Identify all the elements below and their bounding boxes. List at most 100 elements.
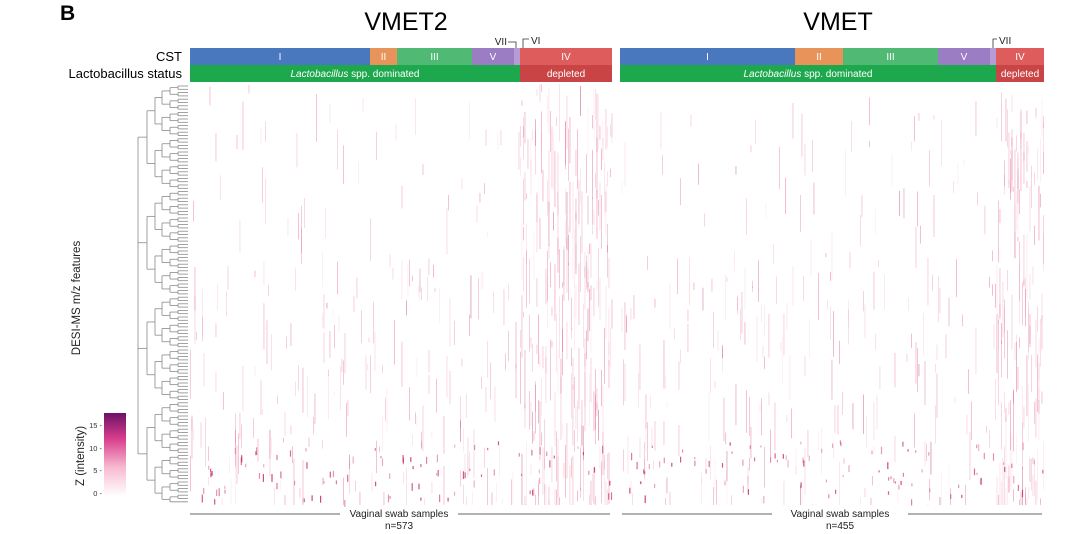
heatmap-streak <box>326 302 328 309</box>
heatmap-streak <box>592 197 593 225</box>
heatmap-streak <box>464 453 466 473</box>
cst-callout-label: VII <box>495 37 507 48</box>
heatmap-streak <box>565 188 566 215</box>
heatmap-streak <box>467 457 469 478</box>
heatmap-streak <box>349 454 350 469</box>
heatmap-streak <box>608 307 610 355</box>
heatmap-streak <box>1022 282 1023 326</box>
heatmap-streak <box>292 446 293 464</box>
heatmap-streak <box>630 307 632 321</box>
heatmap-streak <box>258 473 261 479</box>
heatmap-streak <box>421 441 422 448</box>
heatmap-streak <box>590 303 592 354</box>
heatmap-streak <box>785 177 786 214</box>
heatmap-streak <box>491 492 493 505</box>
heatmap-streak <box>565 444 566 498</box>
heatmap-streak <box>268 285 269 296</box>
heatmap-streak <box>1013 390 1014 452</box>
heatmap-streak <box>737 295 738 315</box>
heatmap-streak <box>770 429 771 463</box>
heatmap-streak <box>227 266 229 290</box>
heatmap-streak <box>729 442 731 446</box>
heatmap-streak <box>368 337 370 343</box>
heatmap-streak <box>1013 489 1014 502</box>
heatmap-streak <box>761 498 762 505</box>
heatmap-streak <box>1019 189 1020 214</box>
heatmap-streak <box>747 467 749 484</box>
heatmap-streak <box>532 343 533 372</box>
heatmap-streak <box>523 227 524 241</box>
heatmap-streak <box>1028 486 1029 500</box>
heatmap-streak <box>407 263 409 296</box>
heatmap-streak <box>605 285 607 339</box>
heatmap-streak <box>481 377 482 389</box>
heatmap-streak <box>337 129 338 170</box>
heatmap-streak <box>295 268 296 291</box>
heatmap-streak <box>449 297 451 347</box>
heatmap-streak <box>870 498 872 505</box>
heatmap-streak <box>556 314 557 373</box>
heatmap-streak <box>556 489 557 505</box>
heatmap-streak <box>1034 459 1035 496</box>
heatmap-streak <box>202 289 203 336</box>
heatmap-streak <box>726 451 728 482</box>
heatmap-streak <box>590 357 592 403</box>
heatmap-streak <box>968 369 969 394</box>
heatmap-streak <box>583 303 584 348</box>
heatmap-streak <box>539 354 541 367</box>
heatmap-streak <box>487 340 488 378</box>
lactobacillus-segment <box>620 65 996 82</box>
heatmap-streak <box>235 467 236 505</box>
heatmap-streak <box>476 206 478 223</box>
panel-letter: B <box>60 2 75 25</box>
heatmap-streak <box>604 161 605 216</box>
heatmap-streak <box>409 259 410 287</box>
heatmap-streak <box>542 447 544 495</box>
heatmap-streak <box>936 373 938 418</box>
heatmap-streak <box>633 295 635 319</box>
heatmap-streak <box>887 491 890 495</box>
heatmap-streak <box>608 360 610 388</box>
heatmap-streak <box>908 297 909 311</box>
heatmap-streak <box>419 268 421 293</box>
heatmap-streak <box>410 457 412 462</box>
heatmap-streak <box>1005 415 1007 479</box>
heatmap-streak <box>578 191 580 228</box>
heatmap-streak <box>574 376 575 408</box>
lactobacillus-segment-label: depleted <box>547 69 585 80</box>
heatmap-streak <box>601 369 602 407</box>
heatmap-streak <box>744 322 746 345</box>
heatmap-streak <box>584 353 586 370</box>
heatmap-streak <box>550 111 551 152</box>
heatmap-streak <box>280 471 282 479</box>
heatmap-streak <box>755 119 756 144</box>
heatmap-streak <box>1019 337 1020 349</box>
heatmap-streak <box>973 468 976 476</box>
heatmap-streak <box>307 375 308 418</box>
cst-segment-label: I <box>706 52 709 63</box>
heatmap-streak <box>577 446 579 449</box>
cst-segment-label: III <box>430 52 438 63</box>
heatmap-streak <box>923 312 924 356</box>
heatmap-streak <box>705 458 707 474</box>
heatmap-streak <box>654 421 656 451</box>
heatmap-streak <box>590 243 592 278</box>
heatmap-streak <box>1020 109 1022 139</box>
heatmap-streak <box>190 455 191 492</box>
heatmap-streak <box>581 425 583 447</box>
heatmap-streak <box>214 499 216 505</box>
heatmap-streak <box>1001 323 1002 345</box>
heatmap-streak <box>839 440 841 444</box>
heatmap-streak <box>316 94 317 142</box>
heatmap-streak <box>539 447 541 455</box>
heatmap-streak <box>505 353 506 371</box>
heatmap-streak <box>605 481 607 505</box>
heatmap-streak <box>607 171 608 187</box>
heatmap-streak <box>607 223 608 278</box>
heatmap-streak <box>215 133 217 162</box>
heatmap-streak <box>304 198 305 229</box>
heatmap-title-vmet: VMET <box>803 8 872 36</box>
heatmap-streak <box>1029 458 1031 482</box>
heatmap-streak <box>439 494 441 503</box>
heatmap-streak <box>624 302 626 350</box>
